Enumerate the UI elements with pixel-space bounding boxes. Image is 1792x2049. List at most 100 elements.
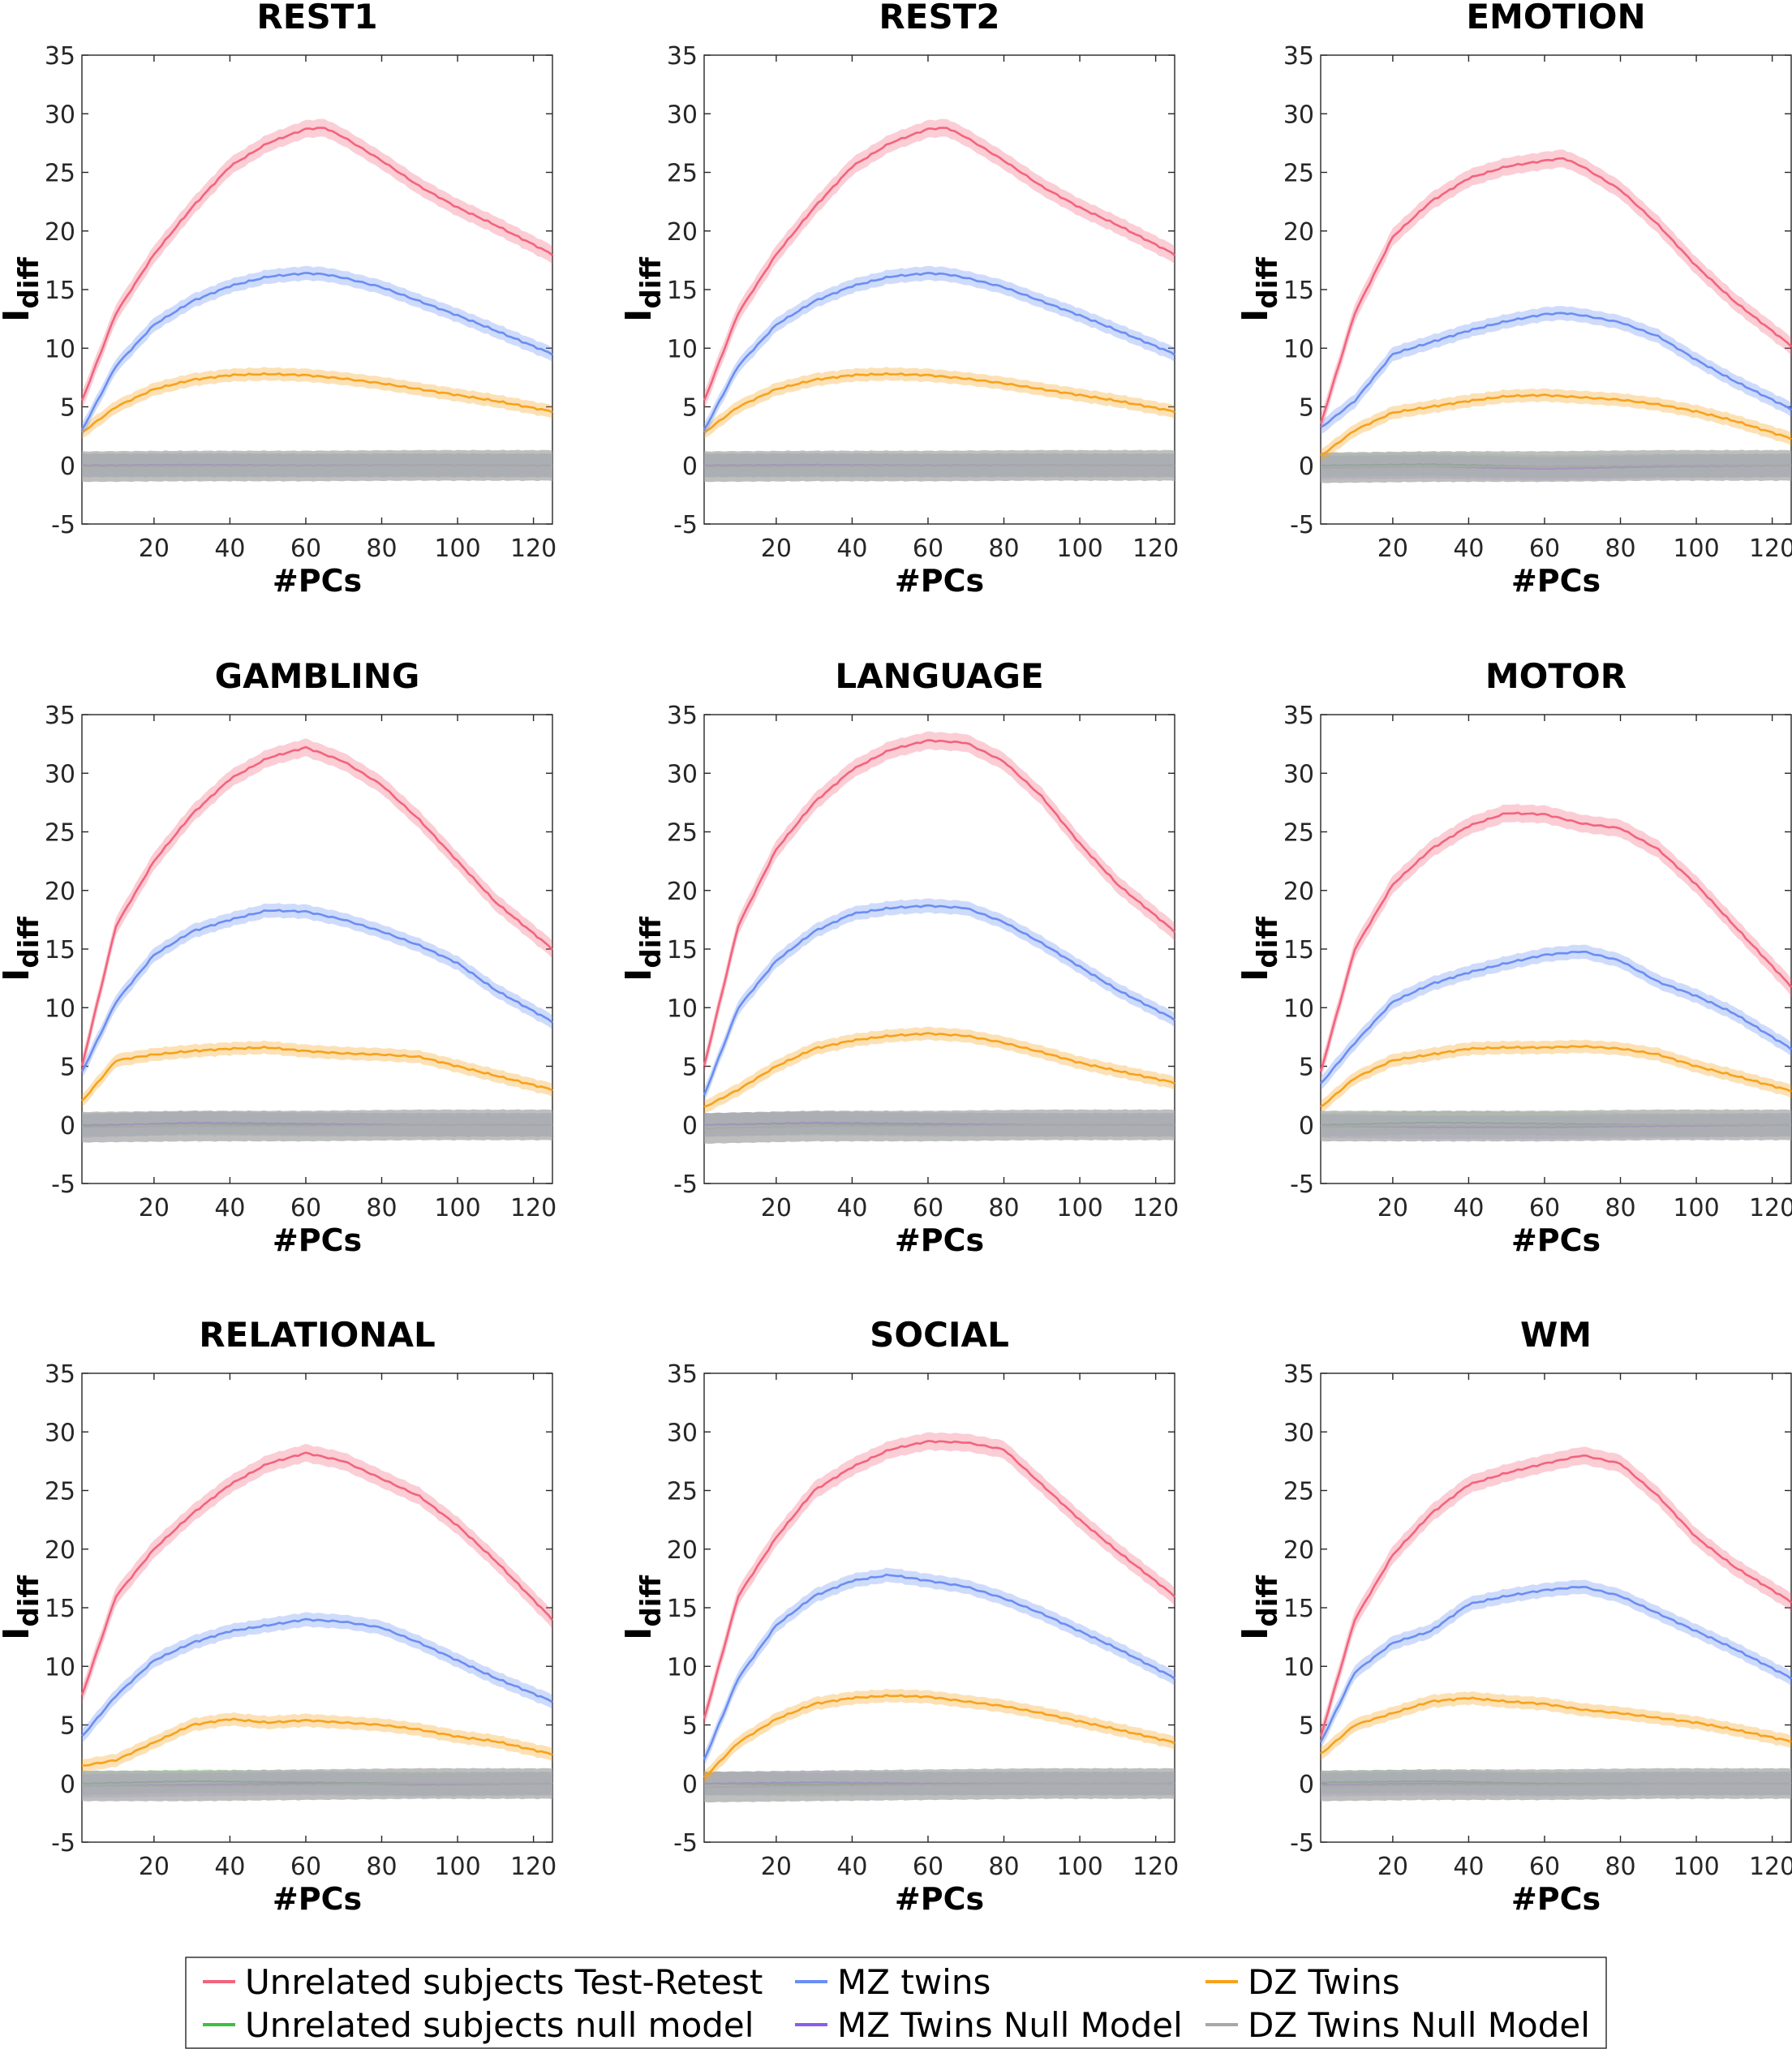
x-tick-label: 60 [290,535,321,563]
series-line-dz-twins-null-model [703,1782,1175,1789]
y-tick-label: 25 [667,819,698,848]
x-tick-label: 60 [1529,1853,1560,1881]
legend-box [185,1957,1607,2049]
panel-motor: MOTOR -5 0 5 10 15 20 25 30 35 20 40 60 80 100 120 #PCs I… [1235,656,1792,1258]
x-tick-label: 120 [510,535,557,563]
x-tick-label: 120 [1749,1853,1792,1881]
y-tick-label: 15 [667,277,698,305]
y-tick-label: 25 [667,160,698,188]
y-axis-label: Idiff [618,1575,668,1640]
band-dz-twins [704,1688,1175,1784]
x-tick-label: 100 [1056,1194,1102,1222]
y-tick-label: -5 [673,511,698,539]
y-tick-label: 10 [667,994,698,1023]
y-axis-label-sub: diff [13,1575,45,1627]
y-tick-label: 20 [667,1536,698,1565]
panel-social: SOCIAL -5 0 5 10 15 20 25 30 35 20 40 60 80 100 120 #PCs… [618,1315,1179,1917]
x-tick-label: 60 [290,1194,321,1222]
y-tick-label: 25 [1283,819,1314,848]
y-tick-label: 20 [1283,218,1314,247]
axes-box [1320,54,1792,525]
x-tick-label: 120 [1749,535,1792,563]
panel-emotion: EMOTION -5 0 5 10 15 20 25 30 35 20 40 60 80 100 120 #PC… [1235,0,1792,599]
band-mz-twins [1321,306,1791,435]
x-tick-label: 120 [1132,535,1179,563]
panel-title: MOTOR [1485,656,1627,696]
x-tick-label: 40 [1453,1853,1484,1881]
legend-label: DZ Twins Null Model [1248,2005,1590,2045]
y-tick-label: 20 [667,878,698,906]
panel-rest2: REST2 -5 0 5 10 15 20 25 30 35 20 40 60 80 100 120 #PCs I… [618,0,1179,599]
y-axis-label-sub: diff [13,257,45,309]
y-tick-label: 0 [60,1771,75,1799]
x-tick-label: 60 [290,1853,321,1881]
y-tick-label: 30 [1283,101,1314,129]
y-tick-label: 20 [667,218,698,247]
x-axis-label: #PCs [1511,563,1601,599]
series-line-dz-twins-null-model [703,1123,1175,1130]
x-axis-label: #PCs [895,1881,984,1917]
band-mz-twins [704,1567,1175,1767]
y-axis-label: Idiff [0,917,45,982]
series-line-unrelated-subjects-test-retest [703,127,1175,402]
x-tick-label: 100 [1673,535,1719,563]
x-tick-label: 20 [139,1853,170,1881]
series-line-dz-twins [1320,1696,1792,1755]
x-tick-label: 20 [761,1194,792,1222]
y-axis-label-main: I [1235,1627,1276,1640]
legend: Unrelated subjects Test-Retest MZ twins DZ… [185,1957,1607,2049]
x-axis-label: #PCs [273,563,362,599]
y-tick-label: 30 [1283,760,1314,788]
x-tick-label: 40 [214,1853,245,1881]
series-line-mz-twins [1320,311,1792,428]
y-axis-label-sub: diff [635,1575,668,1627]
x-tick-label: 100 [434,1194,480,1222]
legend-item-mz-twins-null-model: MZ Twins Null Model [795,2005,1183,2045]
x-tick-label: 40 [1453,535,1484,563]
y-tick-label: 35 [667,702,698,730]
series-line-unrelated-subjects-test-retest [703,1440,1175,1719]
x-tick-label: 60 [1529,1194,1560,1222]
series-line-dz-twins-null-model [81,464,553,468]
x-axis-label: #PCs [1511,1222,1601,1258]
legend-label: Unrelated subjects null model [245,2005,754,2045]
x-tick-label: 80 [1605,1853,1635,1881]
band-mz-twins [1321,1579,1791,1750]
series-line-mz-twins [703,904,1175,1096]
x-tick-label: 20 [1377,1853,1408,1881]
series-line-dz-twins [81,1717,553,1767]
y-tick-label: 25 [45,819,75,848]
y-tick-label: 15 [1283,1595,1314,1623]
y-tick-label: 15 [667,1595,698,1623]
y-tick-label: 10 [1283,994,1314,1023]
legend-item-unrelated-subjects-test-retest: Unrelated subjects Test-Retest [203,1962,763,2002]
x-tick-label: 80 [988,1853,1019,1881]
y-tick-label: 10 [1283,1653,1314,1682]
x-tick-label: 120 [510,1853,557,1881]
band-unrelated-subjects-test-retest [82,118,552,410]
y-tick-label: 35 [667,42,698,71]
x-tick-label: 20 [1377,535,1408,563]
y-tick-label: 15 [1283,936,1314,964]
x-tick-label: 80 [988,1194,1019,1222]
y-axis-label: Idiff [1235,1575,1284,1640]
y-tick-label: -5 [1290,511,1314,539]
y-tick-label: 25 [1283,160,1314,188]
x-tick-label: 120 [510,1194,557,1222]
y-tick-label: 35 [1283,1360,1314,1389]
series-line-dz-twins [1320,393,1792,457]
legend-label: DZ Twins [1248,1962,1400,2002]
legend-label: Unrelated subjects Test-Retest [245,1962,763,2002]
x-tick-label: 120 [1132,1194,1179,1222]
x-tick-label: 100 [1056,1853,1102,1881]
x-tick-label: 80 [1605,535,1635,563]
y-tick-label: 5 [682,394,698,423]
panel-title: GAMBLING [215,656,420,696]
series-line-mz-twins [81,1617,553,1738]
series-line-unrelated-subjects-test-retest [80,1451,554,1696]
x-tick-label: 60 [913,1194,943,1222]
y-tick-label: 0 [682,1771,698,1799]
x-tick-label: 80 [366,1194,397,1222]
y-axis-label-main: I [618,309,660,322]
x-tick-label: 20 [761,1853,792,1881]
